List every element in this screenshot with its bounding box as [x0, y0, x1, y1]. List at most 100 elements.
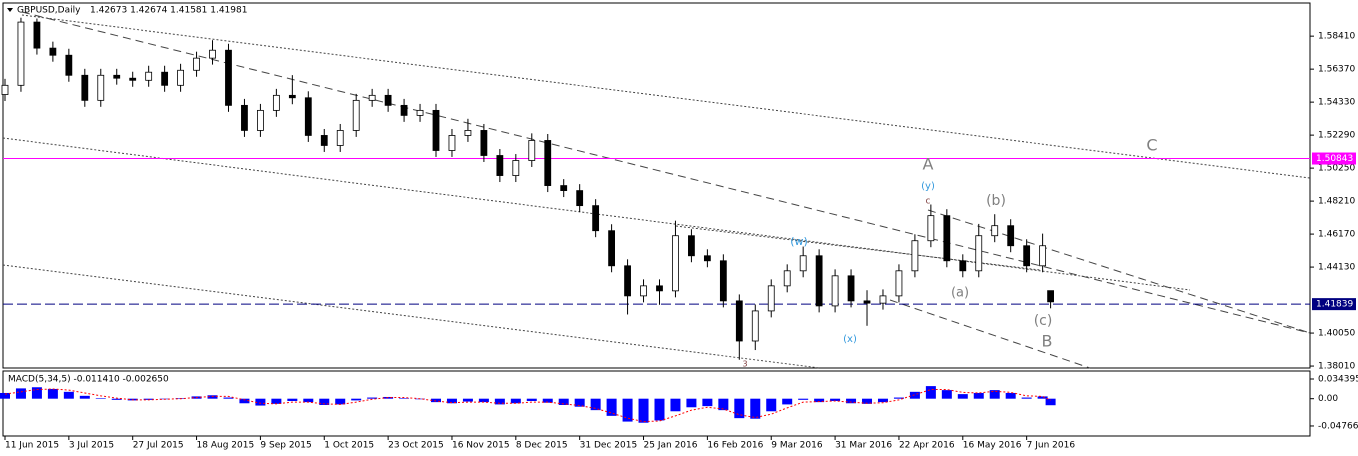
candle-body	[608, 230, 616, 267]
ohlc-label: 1.42673 1.42674 1.41581 1.41981	[90, 6, 247, 16]
macd-bar	[111, 398, 122, 400]
macd-bar	[638, 398, 649, 423]
candle-body	[432, 109, 440, 151]
macd-bar	[351, 398, 362, 401]
macd-bar	[574, 398, 585, 407]
macd-bar	[830, 398, 841, 401]
price-label: 1.41839	[1316, 300, 1353, 310]
macd-bar	[734, 398, 745, 419]
y-tick-label: 1.48210	[1318, 197, 1355, 207]
macd-bar	[798, 398, 809, 400]
candle-body	[751, 310, 759, 342]
candle-body	[464, 130, 472, 136]
trend-line	[2, 264, 821, 369]
y-tick-label: 0.00	[1318, 394, 1338, 404]
candle-body	[320, 135, 328, 146]
macd-bar	[31, 387, 42, 399]
macd-bar	[15, 388, 26, 399]
wave-label: (b)	[986, 193, 1006, 209]
candle-body	[400, 104, 408, 116]
y-tick-label: 1.52290	[1318, 131, 1355, 141]
macd-bar	[862, 398, 873, 404]
trend-line	[889, 299, 1091, 369]
signal-line	[4, 388, 1051, 423]
candle-body	[783, 270, 791, 287]
macd-bar	[590, 398, 601, 411]
candle-body	[528, 140, 536, 161]
macd-bar	[814, 398, 825, 403]
y-tick-label: 1.54330	[1318, 98, 1355, 108]
macd-bar	[223, 397, 234, 399]
wave-label: (a)	[951, 286, 969, 301]
candle-body	[656, 285, 663, 292]
x-tick-label: 1 Oct 2015	[324, 441, 374, 451]
x-tick-label: 18 Aug 2015	[197, 441, 255, 451]
candle-body	[560, 185, 568, 191]
candle-body	[448, 135, 456, 151]
candle-body	[911, 240, 919, 272]
candle-body	[241, 104, 248, 131]
macd-bar	[622, 398, 633, 422]
candle-body	[799, 255, 807, 272]
candle-body	[145, 71, 153, 81]
candle-body	[161, 71, 169, 86]
x-tick-label: 9 Mar 2016	[771, 441, 823, 451]
macd-bar	[1045, 398, 1056, 406]
macd-bar	[431, 398, 442, 403]
macd-bar	[558, 398, 569, 405]
candle-body	[352, 99, 360, 131]
candle-body	[943, 215, 951, 262]
candle-body	[815, 255, 823, 307]
price-label-box	[1312, 298, 1356, 311]
macd-bar	[941, 390, 952, 399]
candle-body	[1, 84, 9, 95]
x-tick-label: 27 Jul 2015	[133, 441, 184, 451]
macd-bar	[909, 391, 920, 399]
macd-bar	[1021, 397, 1032, 399]
candle-body	[1007, 225, 1015, 247]
macd-bar	[319, 398, 330, 405]
wave-label: (x)	[843, 334, 857, 345]
y-tick-label: 1.44130	[1318, 263, 1355, 273]
candle-body	[672, 235, 679, 292]
macd-bar	[702, 398, 713, 407]
macd-bar	[957, 394, 968, 399]
x-tick-label: 31 Mar 2016	[835, 441, 892, 451]
x-tick-label: 8 Dec 2015	[516, 441, 568, 451]
candle-body	[719, 260, 727, 302]
candle-body	[81, 74, 89, 101]
price-label: 1.50843	[1316, 154, 1353, 164]
candle-body	[49, 47, 57, 56]
candle-body	[975, 235, 983, 272]
x-tick-label: 22 Apr 2016	[899, 441, 955, 451]
macd-title: MACD(5,34,5) -0.011410 -0.002650	[8, 375, 169, 385]
candle-body	[225, 49, 232, 106]
macd-bar	[1037, 396, 1048, 399]
y-tick-label: 1.46170	[1318, 230, 1355, 240]
candle-body	[1047, 290, 1054, 303]
candle-body	[576, 190, 584, 207]
candle-body	[336, 130, 344, 146]
x-tick-label: 16 Feb 2016	[707, 441, 763, 451]
candle-body	[592, 205, 600, 232]
macd-bar	[255, 398, 266, 406]
candle-body	[209, 49, 216, 59]
candle-body	[177, 69, 184, 86]
macd-bar	[989, 390, 1000, 399]
y-tick-label: -0.047667	[1318, 421, 1358, 431]
candle-body	[193, 57, 200, 71]
x-tick-label: 3 Jul 2015	[69, 441, 114, 451]
candle-body	[480, 130, 488, 156]
macd-bar	[367, 397, 378, 399]
macd-bar	[654, 398, 665, 421]
macd-bar	[335, 398, 346, 405]
candle-body	[640, 285, 647, 297]
macd-bar	[526, 398, 537, 401]
candle-body	[272, 94, 280, 111]
candle-body	[512, 160, 520, 176]
y-tick-label: 1.40050	[1318, 329, 1355, 339]
candle-body	[17, 21, 25, 86]
wave-label: A	[923, 155, 934, 174]
macd-bar	[766, 398, 777, 412]
